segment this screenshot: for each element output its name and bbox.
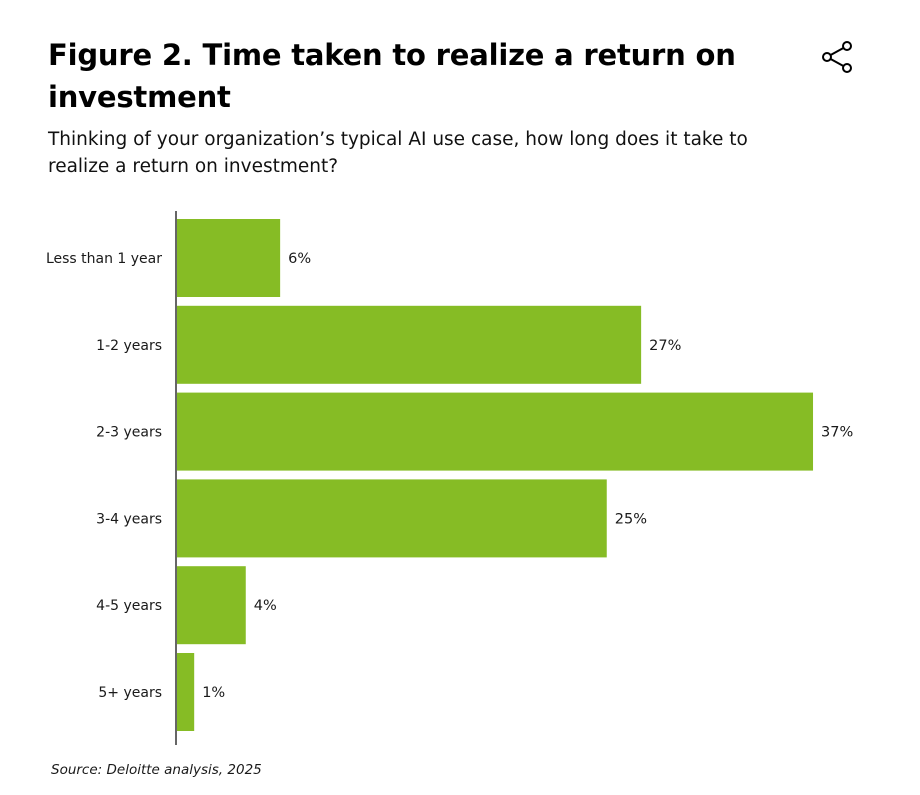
value-label: 37% [821, 425, 853, 441]
category-label: 1-2 years [96, 338, 162, 354]
value-label: 27% [649, 338, 681, 354]
bar-0[interactable] [177, 219, 281, 297]
value-label: 4% [254, 598, 277, 614]
category-label: Less than 1 year [46, 251, 162, 267]
bar-1[interactable] [177, 305, 642, 384]
bar-5[interactable] [177, 653, 195, 731]
category-label: 2-3 years [96, 425, 162, 441]
chart-subtitle: Thinking of your organization’s typical … [48, 129, 748, 177]
category-label: 3-4 years [96, 511, 162, 527]
value-label: 6% [288, 251, 311, 267]
bar-2[interactable] [177, 392, 814, 471]
share-icon [822, 41, 852, 73]
bar-4[interactable] [177, 566, 246, 645]
value-label: 1% [202, 685, 225, 701]
category-label: 5+ years [98, 685, 162, 701]
value-label: 25% [615, 511, 647, 527]
bar-3[interactable] [177, 479, 607, 558]
category-label: 4-5 years [96, 598, 162, 614]
chart-title: Figure 2. Time taken to realize a return… [48, 38, 736, 114]
source-note: Source: Deloitte analysis, 2025 [51, 762, 262, 778]
share-button[interactable] [820, 40, 856, 74]
